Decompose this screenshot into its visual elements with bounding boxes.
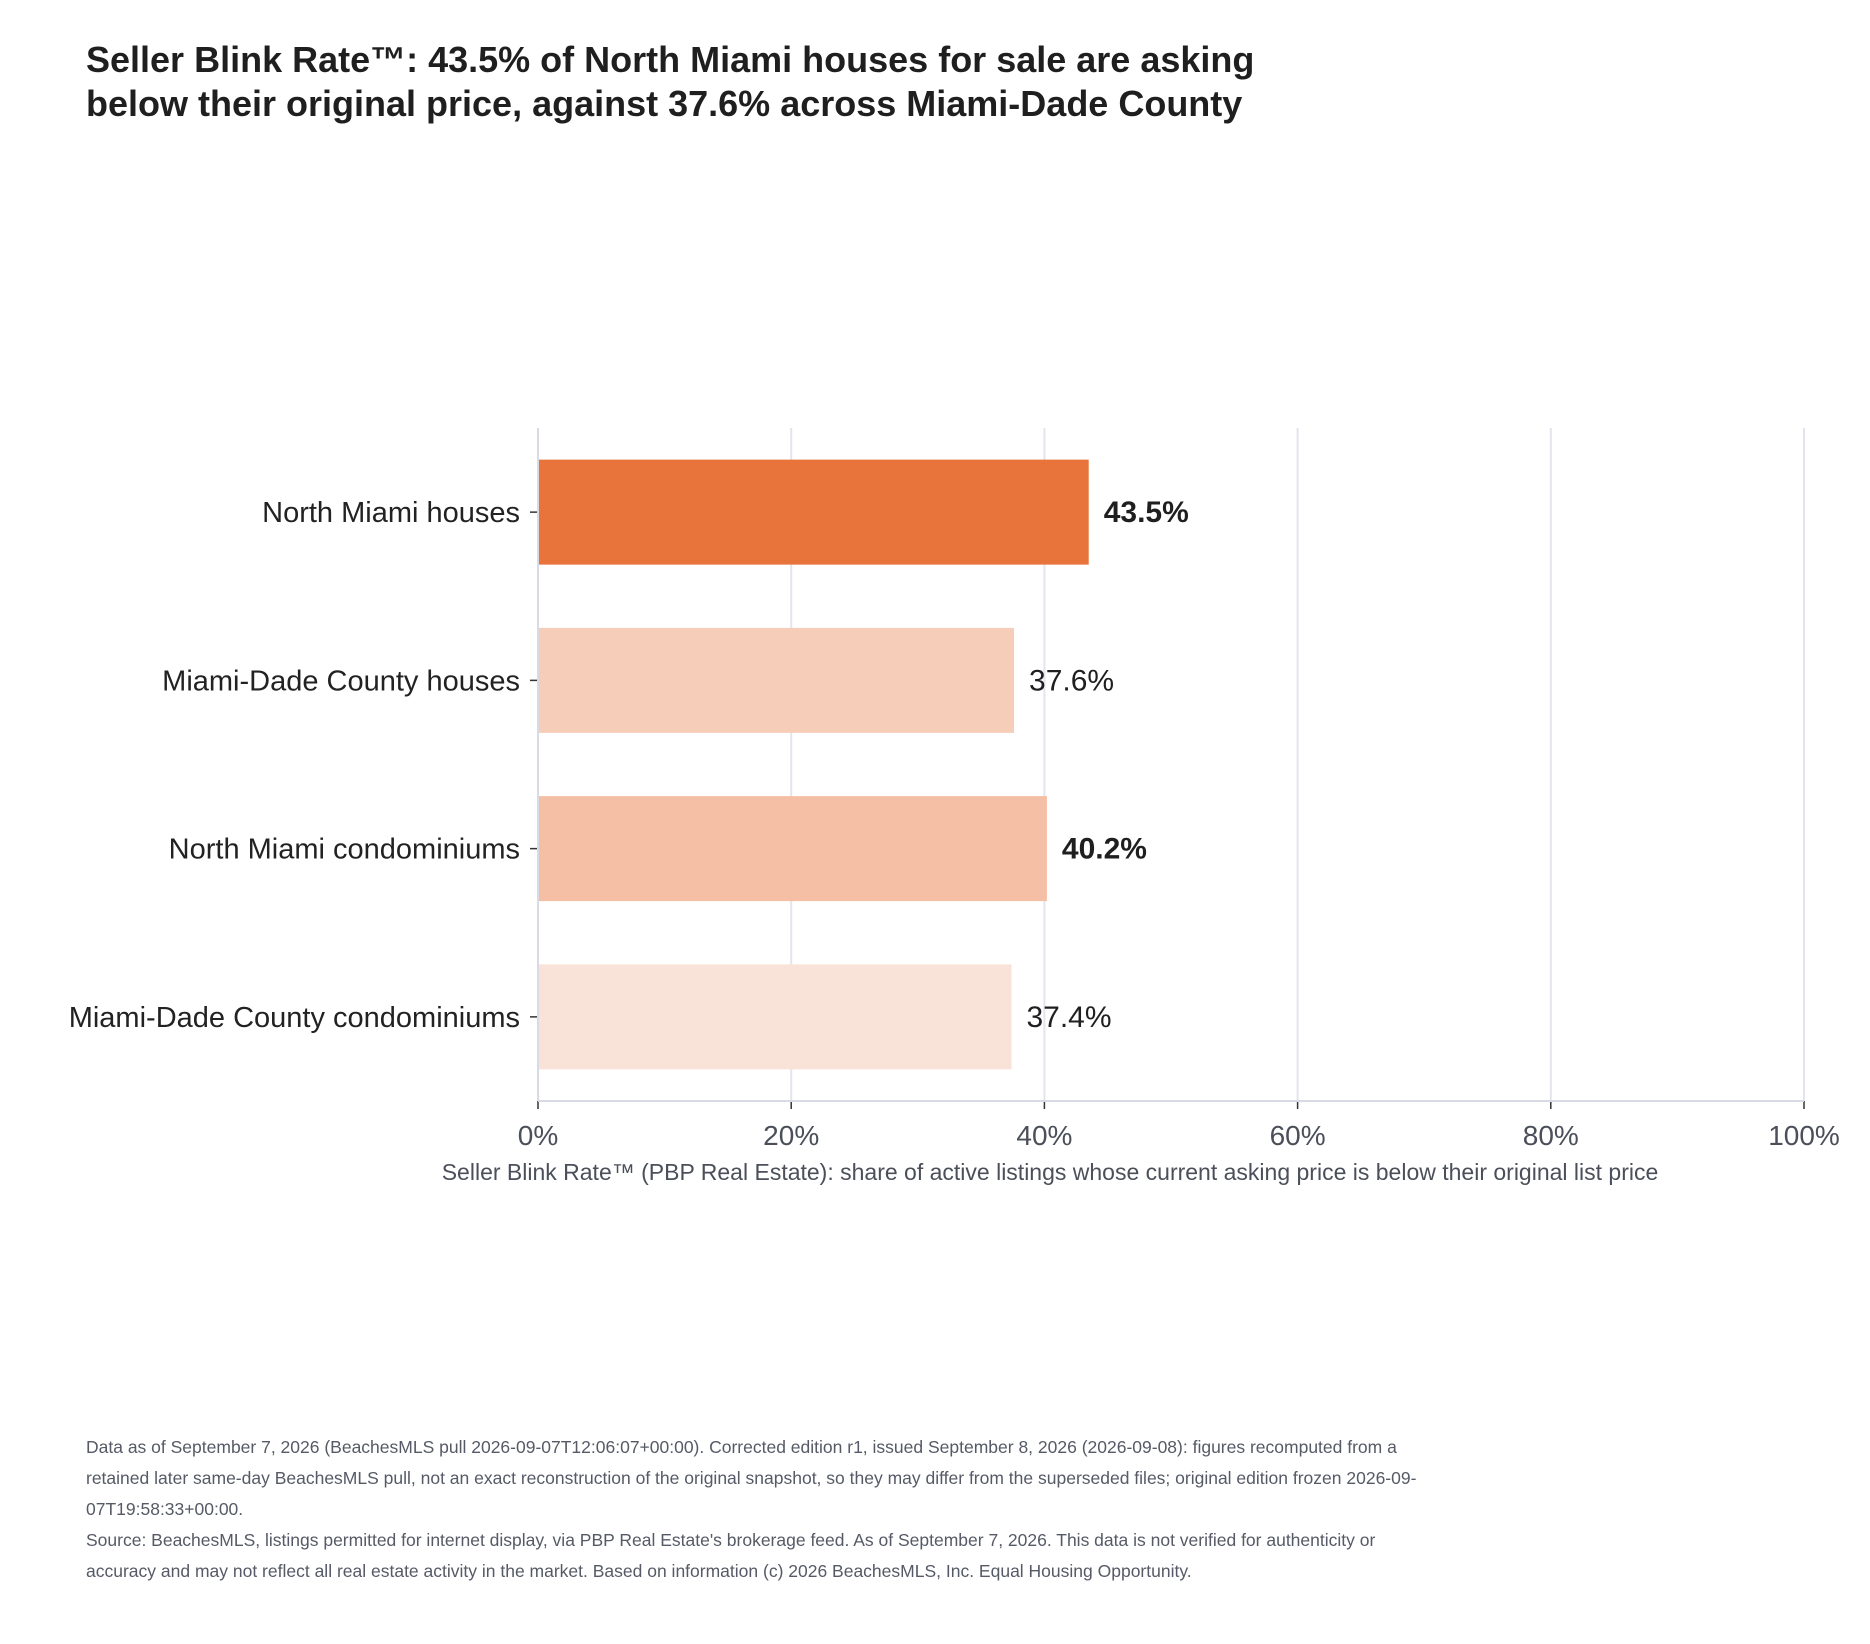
x-tick-label: 80% [1523,1120,1579,1151]
y-tick-label: North Miami houses [262,497,520,529]
source-note: Source: BeachesMLS, listings permitted f… [86,1530,1376,1581]
footnote: Data as of September 7, 2026 (BeachesMLS… [86,1432,1436,1587]
chart-title: Seller Blink Rate™: 43.5% of North Miami… [86,39,1255,124]
bars: 43.5% 37.6% 40.2% 37.4% [538,459,1189,1070]
bar [538,796,1047,902]
x-tick-label: 0% [518,1120,558,1151]
bar-chart: 43.5% 37.6% 40.2% 37.4% 0% 20% 40% 60% 80% 100% N… [69,428,1840,1185]
x-tick-label: 60% [1270,1120,1326,1151]
y-tick-label: Miami-Dade County houses [162,665,520,697]
axes: 0% 20% 40% 60% 80% 100% North Miami houses Miam… [69,428,1840,1151]
data-label: 37.4% [1026,1001,1111,1034]
x-tick-label: 20% [763,1120,819,1151]
x-tick-label: 40% [1016,1120,1072,1151]
y-tick-label: Miami-Dade County condominiums [69,1002,520,1034]
x-axis-title: Seller Blink Rate™ (PBP Real Estate): sh… [442,1159,1659,1185]
bar [538,459,1089,565]
data-label: 37.6% [1029,664,1114,697]
bar [538,964,1012,1070]
data-label: 40.2% [1062,833,1147,866]
x-tick-label: 100% [1768,1120,1840,1151]
data-note: Data as of September 7, 2026 (BeachesMLS… [86,1437,1417,1519]
bar [538,627,1015,733]
data-label: 43.5% [1104,496,1189,529]
y-tick-label: North Miami condominiums [169,834,520,866]
